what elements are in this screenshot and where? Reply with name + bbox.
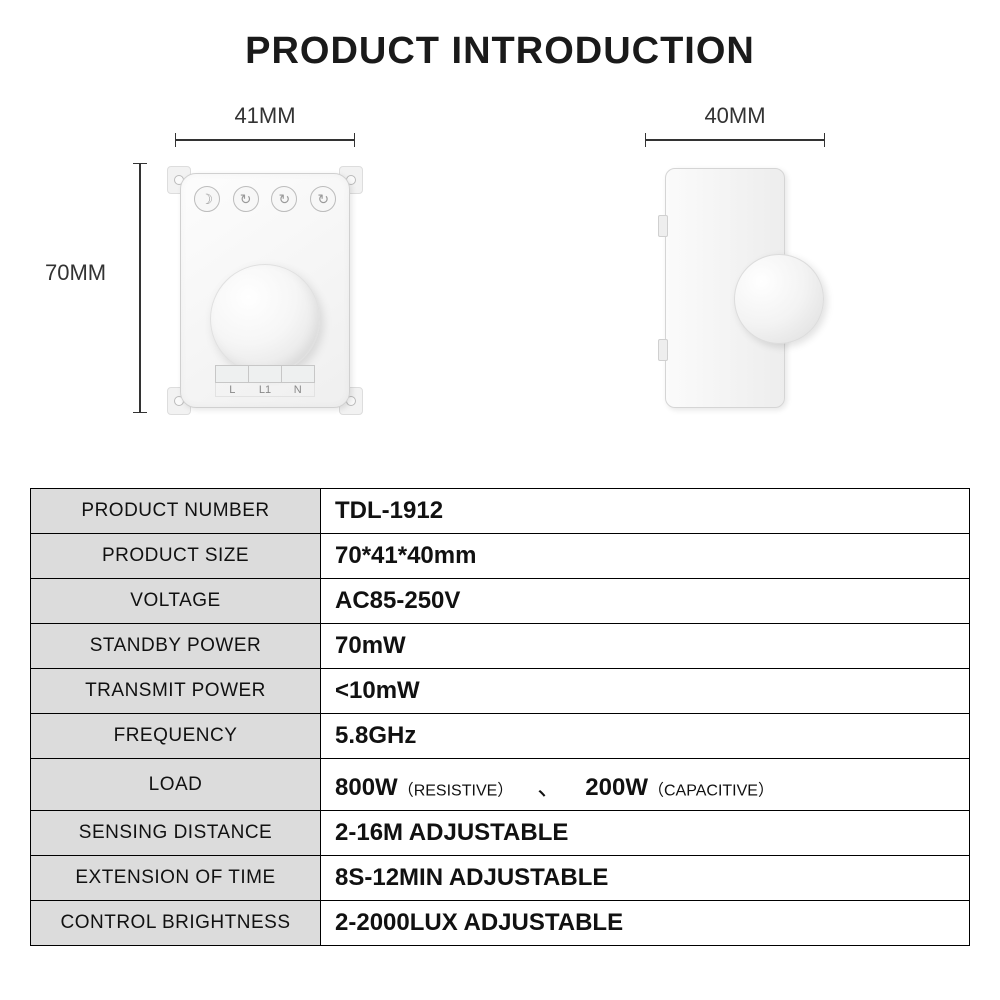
dial-icon: ↻: [310, 186, 336, 212]
page-title: PRODUCT INTRODUCTION: [30, 30, 970, 73]
dimension-width-label: 41MM: [234, 103, 295, 129]
spec-row: PRODUCT SIZE70*41*40mm: [31, 534, 970, 579]
spec-value: 70*41*40mm: [321, 534, 970, 579]
spec-row: LOAD800W（RESISTIVE）、200W（CAPACITIVE）: [31, 759, 970, 811]
spec-value: AC85-250V: [321, 579, 970, 624]
spec-row: TRANSMIT POWER<10mW: [31, 669, 970, 714]
dimension-height-label: 70MM: [45, 260, 106, 286]
product-images: 41MM 70MM ☽ ↻ ↻ ↻ L L1: [30, 103, 970, 463]
side-view-figure: 40MM: [525, 103, 945, 443]
spec-label: STANDBY POWER: [31, 624, 321, 669]
spec-row: STANDBY POWER70mW: [31, 624, 970, 669]
front-view-figure: 41MM 70MM ☽ ↻ ↻ ↻ L L1: [55, 103, 475, 443]
spec-value: TDL-1912: [321, 489, 970, 534]
spec-row: FREQUENCY5.8GHz: [31, 714, 970, 759]
spec-row: VOLTAGEAC85-250V: [31, 579, 970, 624]
device-side: [665, 158, 845, 418]
spec-label: PRODUCT SIZE: [31, 534, 321, 579]
spec-label: EXTENSION OF TIME: [31, 856, 321, 901]
device-front: ☽ ↻ ↻ ↻ L L1 N: [165, 158, 365, 423]
terminal-label: L: [216, 383, 249, 396]
spec-label: SENSING DISTANCE: [31, 811, 321, 856]
terminal-label: N: [281, 383, 314, 396]
spec-label: TRANSMIT POWER: [31, 669, 321, 714]
spec-row: PRODUCT NUMBERTDL-1912: [31, 489, 970, 534]
spec-value: <10mW: [321, 669, 970, 714]
terminal-label: L1: [249, 383, 282, 396]
device-side-body: [665, 168, 785, 408]
device-body: ☽ ↻ ↻ ↻ L L1 N: [180, 173, 350, 408]
dimension-depth-line: [645, 133, 825, 147]
side-clip: [658, 215, 668, 237]
spec-table: PRODUCT NUMBERTDL-1912PRODUCT SIZE70*41*…: [30, 488, 970, 946]
dial-icon: ↻: [271, 186, 297, 212]
spec-value: 5.8GHz: [321, 714, 970, 759]
spec-label: LOAD: [31, 759, 321, 811]
terminal-block: L L1 N: [215, 365, 315, 397]
spec-value: 8S-12MIN ADJUSTABLE: [321, 856, 970, 901]
spec-value: 2-16M ADJUSTABLE: [321, 811, 970, 856]
sensor-dome: [210, 264, 320, 374]
spec-row: EXTENSION OF TIME8S-12MIN ADJUSTABLE: [31, 856, 970, 901]
spec-label: FREQUENCY: [31, 714, 321, 759]
dimension-depth-label: 40MM: [704, 103, 765, 129]
spec-label: PRODUCT NUMBER: [31, 489, 321, 534]
spec-value: 800W（RESISTIVE）、200W（CAPACITIVE）: [321, 759, 970, 811]
dimension-height-line: [133, 163, 147, 413]
dimension-width-line: [175, 133, 355, 147]
spec-row: CONTROL BRIGHTNESS2-2000LUX ADJUSTABLE: [31, 901, 970, 946]
spec-label: CONTROL BRIGHTNESS: [31, 901, 321, 946]
adjustment-dials: ☽ ↻ ↻ ↻: [181, 186, 349, 212]
spec-row: SENSING DISTANCE2-16M ADJUSTABLE: [31, 811, 970, 856]
spec-label: VOLTAGE: [31, 579, 321, 624]
dial-icon: ↻: [233, 186, 259, 212]
side-clip: [658, 339, 668, 361]
spec-value: 70mW: [321, 624, 970, 669]
dial-icon: ☽: [194, 186, 220, 212]
spec-value: 2-2000LUX ADJUSTABLE: [321, 901, 970, 946]
sensor-dome-side: [734, 254, 824, 344]
